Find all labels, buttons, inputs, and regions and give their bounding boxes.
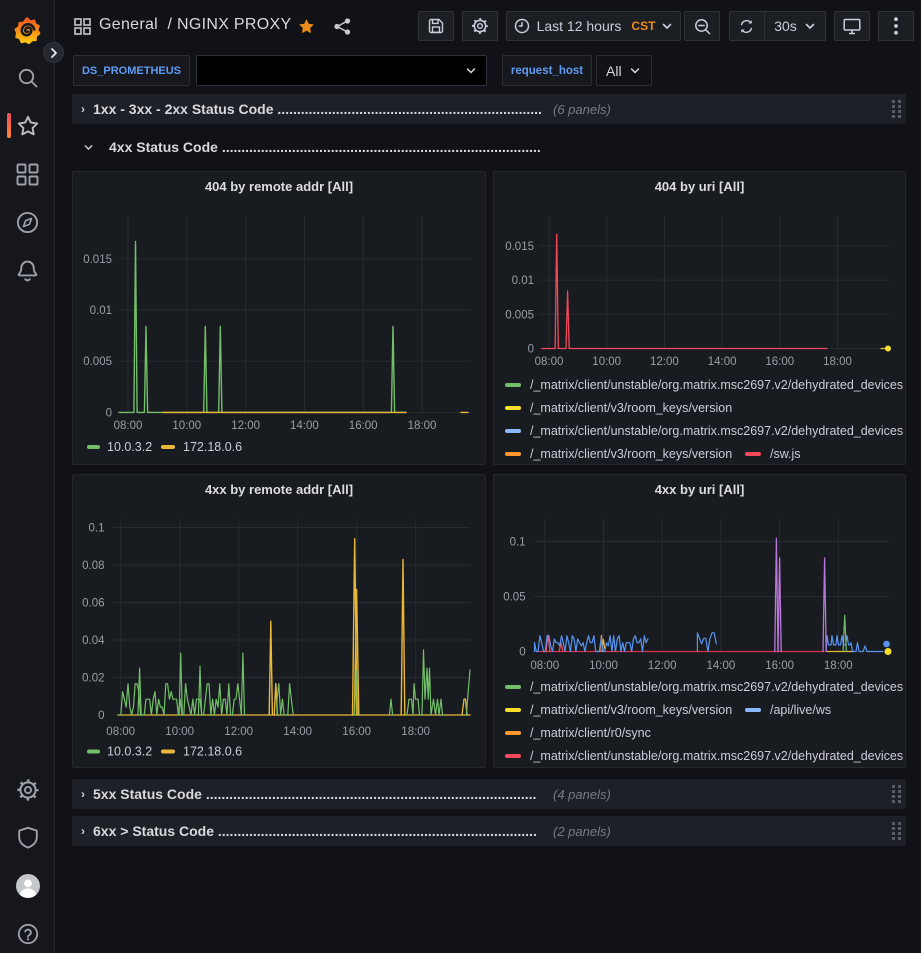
svg-text:14:00: 14:00	[290, 420, 319, 432]
svg-text:18:00: 18:00	[408, 420, 437, 432]
svg-text:/_matrix/client/r0/sync: /_matrix/client/r0/sync	[530, 726, 651, 740]
svg-text:14:00: 14:00	[283, 726, 312, 738]
svg-text:12:00: 12:00	[650, 356, 679, 368]
svg-text:0.06: 0.06	[82, 598, 104, 610]
svg-text:172.18.0.6: 172.18.0.6	[183, 745, 242, 759]
svg-text:/api/live/ws: /api/live/ws	[770, 703, 831, 717]
svg-text:0.04: 0.04	[82, 635, 105, 647]
svg-text:16:00: 16:00	[349, 420, 378, 432]
svg-text:/_matrix/client/unstable/org.m: /_matrix/client/unstable/org.matrix.msc2…	[530, 749, 903, 763]
svg-text:12:00: 12:00	[224, 726, 253, 738]
svg-text:16:00: 16:00	[765, 660, 794, 672]
svg-text:0.08: 0.08	[82, 560, 104, 572]
svg-text:0.01: 0.01	[512, 275, 534, 287]
svg-text:10:00: 10:00	[592, 356, 621, 368]
svg-text:16:00: 16:00	[342, 726, 371, 738]
svg-text:0.005: 0.005	[505, 309, 534, 321]
svg-text:16:00: 16:00	[765, 356, 794, 368]
svg-text:08:00: 08:00	[530, 660, 559, 672]
svg-text:0.05: 0.05	[503, 592, 525, 604]
svg-text:0.1: 0.1	[89, 523, 105, 535]
svg-text:0.02: 0.02	[82, 673, 104, 685]
svg-text:/_matrix/client/v3/room_keys/v: /_matrix/client/v3/room_keys/version	[530, 401, 732, 415]
svg-text:18:00: 18:00	[401, 726, 430, 738]
svg-text:0.01: 0.01	[90, 305, 112, 317]
svg-text:12:00: 12:00	[231, 420, 260, 432]
svg-text:08:00: 08:00	[535, 356, 564, 368]
svg-text:0.015: 0.015	[83, 254, 112, 266]
svg-text:0: 0	[519, 647, 525, 659]
svg-text:08:00: 08:00	[114, 420, 143, 432]
svg-text:08:00: 08:00	[106, 726, 135, 738]
svg-text:0: 0	[528, 344, 534, 356]
svg-text:18:00: 18:00	[823, 356, 852, 368]
svg-text:/_matrix/client/v3/room_keys/v: /_matrix/client/v3/room_keys/version	[530, 447, 732, 461]
svg-text:10:00: 10:00	[172, 420, 201, 432]
svg-text:10:00: 10:00	[589, 660, 618, 672]
svg-text:0.005: 0.005	[83, 356, 112, 368]
svg-text:12:00: 12:00	[648, 660, 677, 672]
svg-text:/sw.js: /sw.js	[770, 447, 801, 461]
svg-text:/_matrix/client/v3/room_keys/v: /_matrix/client/v3/room_keys/version	[530, 703, 732, 717]
svg-text:/_matrix/client/unstable/org.m: /_matrix/client/unstable/org.matrix.msc2…	[530, 378, 903, 392]
svg-text:10.0.3.2: 10.0.3.2	[107, 440, 152, 454]
svg-text:10:00: 10:00	[165, 726, 194, 738]
svg-text:172.18.0.6: 172.18.0.6	[183, 440, 242, 454]
svg-text:/_matrix/client/unstable/org.m: /_matrix/client/unstable/org.matrix.msc2…	[530, 424, 903, 438]
svg-text:18:00: 18:00	[824, 660, 853, 672]
svg-text:0.015: 0.015	[505, 241, 534, 253]
svg-text:14:00: 14:00	[708, 356, 737, 368]
svg-text:10.0.3.2: 10.0.3.2	[107, 745, 152, 759]
svg-text:0: 0	[106, 407, 112, 419]
svg-text:0: 0	[98, 710, 104, 722]
svg-text:0.1: 0.1	[510, 537, 526, 549]
svg-text:/_matrix/client/unstable/org.m: /_matrix/client/unstable/org.matrix.msc2…	[530, 680, 903, 694]
svg-text:14:00: 14:00	[707, 660, 736, 672]
